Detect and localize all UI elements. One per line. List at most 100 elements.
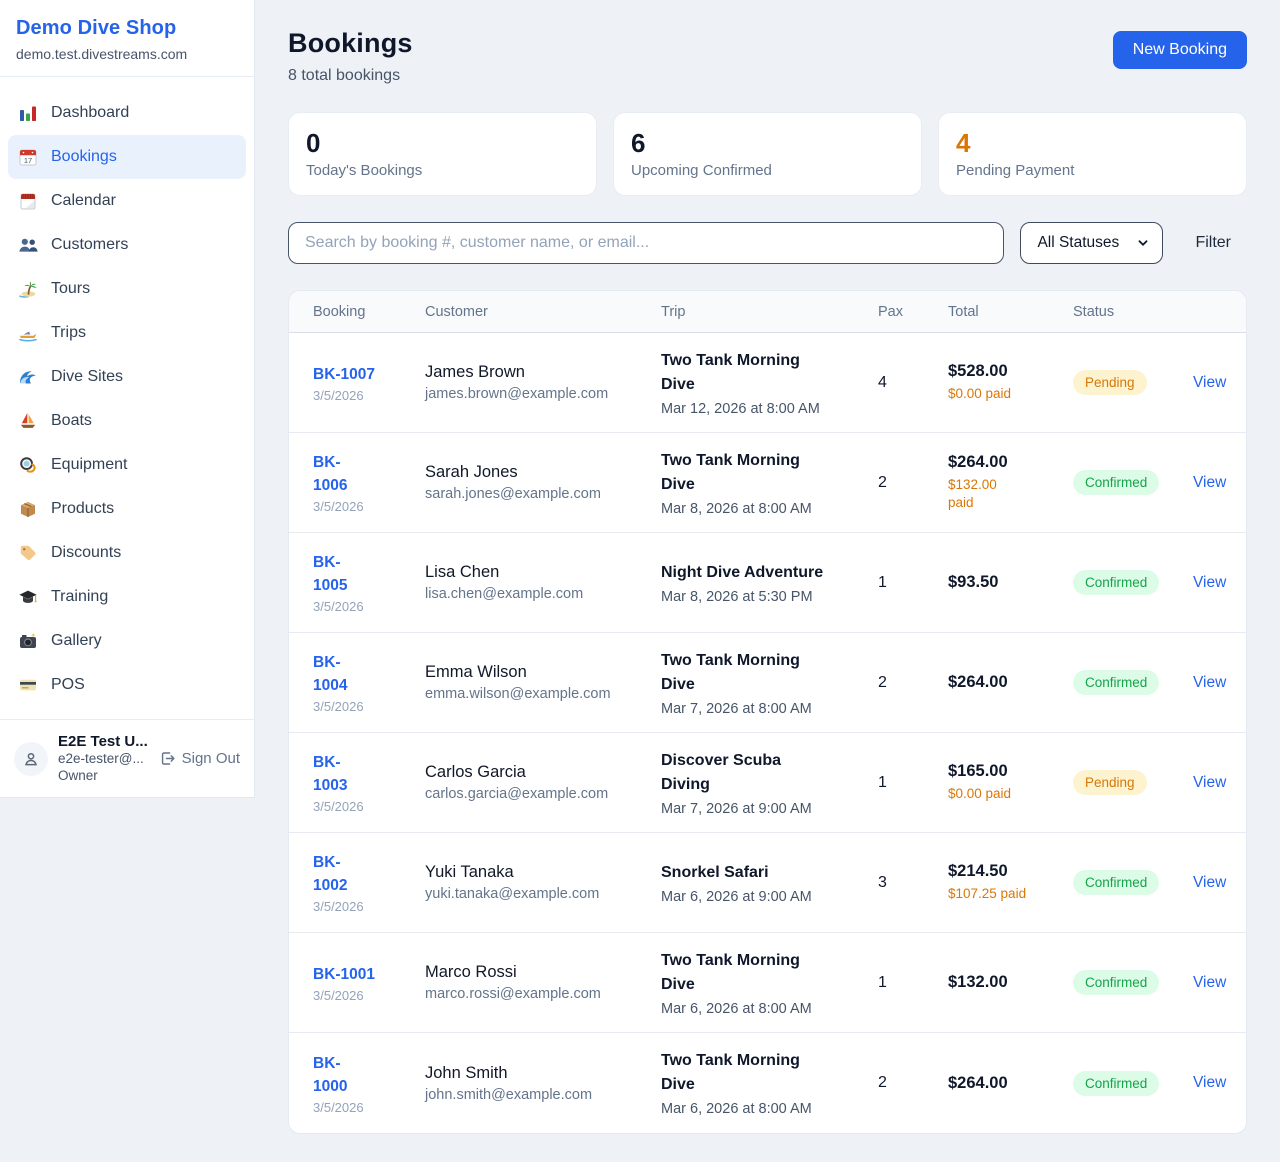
search-input[interactable] xyxy=(288,222,1005,264)
view-link[interactable]: View xyxy=(1193,673,1227,691)
sidebar-item-bookings[interactable]: 17 Bookings xyxy=(8,135,246,179)
customer-name: Yuki Tanaka xyxy=(425,863,514,881)
table-row: BK- 1005 3/5/2026 Lisa Chen lisa.chen@exam… xyxy=(289,533,1246,633)
view-link[interactable]: View xyxy=(1193,573,1227,591)
paid-amount: $132.00 paid xyxy=(948,477,997,510)
booking-id-link[interactable]: BK- 1002 xyxy=(313,854,348,894)
people-icon xyxy=(18,235,38,255)
sidebar-item-dive-sites[interactable]: Dive Sites xyxy=(8,355,246,399)
user-email: e2e-tester@... xyxy=(58,751,144,766)
user-role: Owner xyxy=(58,768,98,783)
island-icon xyxy=(18,279,38,299)
sidebar-item-label: Training xyxy=(51,588,109,605)
column-header-customer: Customer xyxy=(425,303,488,320)
trip-name: Two Tank Morning Dive xyxy=(661,351,800,393)
customer-email: lisa.chen@example.com xyxy=(425,586,584,602)
total-amount: $264.00 xyxy=(948,453,1008,471)
page-header: Bookings 8 total bookings New Booking xyxy=(288,28,1247,85)
total-amount: $264.00 xyxy=(948,673,1008,691)
svg-text:17: 17 xyxy=(24,156,32,165)
trip-name: Discover Scuba Diving xyxy=(661,751,782,793)
pax-count: 2 xyxy=(878,473,887,491)
booking-date: 3/5/2026 xyxy=(313,599,364,614)
total-amount: $93.50 xyxy=(948,573,999,591)
trip-datetime: Mar 6, 2026 at 8:00 AM xyxy=(661,1101,812,1117)
diving-mask-icon xyxy=(18,455,38,475)
table-row: BK- 1002 3/5/2026 Yuki Tanaka yuki.tanaka@… xyxy=(289,833,1246,933)
page-title: Bookings xyxy=(288,28,413,58)
sidebar-item-training[interactable]: Training xyxy=(8,575,246,619)
booking-id-link[interactable]: BK- 1000 xyxy=(313,1054,348,1095)
view-link[interactable]: View xyxy=(1193,973,1227,991)
booking-id-link[interactable]: BK- 1004 xyxy=(313,654,348,694)
table-row: BK-1007 3/5/2026 James Brown james.brown@e… xyxy=(289,333,1246,433)
view-link[interactable]: View xyxy=(1193,373,1227,391)
sidebar-item-label: Customers xyxy=(51,236,129,253)
column-header-booking: Booking xyxy=(313,303,366,320)
total-amount: $132.00 xyxy=(948,973,1008,991)
booking-id-link[interactable]: BK- 1006 xyxy=(313,454,348,494)
package-icon xyxy=(18,499,38,519)
sidebar-item-trips[interactable]: Trips xyxy=(8,311,246,355)
sidebar-item-customers[interactable]: Customers xyxy=(8,223,246,267)
logout-icon xyxy=(161,752,175,765)
brand-domain: demo.test.divestreams.com xyxy=(16,46,188,62)
new-booking-button[interactable]: New Booking xyxy=(1112,31,1247,69)
sidebar-item-calendar[interactable]: Calendar xyxy=(8,179,246,223)
sidebar-item-label: Gallery xyxy=(51,632,102,649)
sidebar-item-equipment[interactable]: Equipment xyxy=(8,443,246,487)
total-amount: $165.00 xyxy=(948,762,1008,780)
view-link[interactable]: View xyxy=(1193,873,1227,891)
trip-name: Two Tank Morning Dive xyxy=(661,1052,800,1093)
sidebar-item-discounts[interactable]: Discounts xyxy=(8,531,246,575)
sidebar-item-boats[interactable]: Boats xyxy=(8,399,246,443)
sidebar: Demo Dive Shop demo.test.divestreams.com… xyxy=(0,0,255,798)
person-icon xyxy=(25,752,37,765)
sign-out-button[interactable]: Sign Out xyxy=(159,750,240,767)
status-filter-select[interactable]: All Statuses xyxy=(1020,222,1164,264)
customer-email: yuki.tanaka@example.com xyxy=(425,886,600,902)
paid-amount: $107.25 paid xyxy=(948,886,1027,901)
customer-name: Carlos Garcia xyxy=(425,763,526,781)
view-link[interactable]: View xyxy=(1193,1074,1227,1091)
trip-name: Night Dive Adventure xyxy=(661,563,824,581)
bookings-table: Booking Customer Trip Pax Total Status B… xyxy=(288,290,1247,1134)
user-info: E2E Test U... e2e-tester@... Owner xyxy=(58,733,149,784)
column-header-status: Status xyxy=(1073,303,1115,320)
paid-amount: $0.00 paid xyxy=(948,386,1012,401)
view-link[interactable]: View xyxy=(1193,473,1227,491)
sidebar-item-gallery[interactable]: Gallery xyxy=(8,619,246,663)
brand-block: Demo Dive Shop demo.test.divestreams.com xyxy=(0,0,254,77)
sidebar-item-products[interactable]: Products xyxy=(8,487,246,531)
view-link[interactable]: View xyxy=(1193,773,1227,791)
filter-button[interactable]: Filter xyxy=(1179,234,1247,252)
sidebar-item-tours[interactable]: Tours xyxy=(8,267,246,311)
booking-date: 3/5/2026 xyxy=(313,387,364,403)
table-row: BK- 1004 3/5/2026 Emma Wilson emma.wilson@… xyxy=(289,633,1246,733)
status-badge: Confirmed xyxy=(1073,570,1160,595)
chevron-down-icon xyxy=(1139,240,1148,246)
pax-count: 2 xyxy=(878,1074,887,1091)
speedboat-icon xyxy=(18,323,38,343)
booking-id-link[interactable]: BK- 1003 xyxy=(313,754,348,794)
paid-amount: $0.00 paid xyxy=(948,786,1012,801)
customer-name: Sarah Jones xyxy=(425,463,518,481)
sidebar-item-label: Boats xyxy=(51,412,92,429)
sidebar-item-pos[interactable]: POS xyxy=(8,663,246,707)
customer-name: James Brown xyxy=(425,363,525,381)
customer-name: Emma Wilson xyxy=(425,663,527,681)
sidebar-nav: Dashboard 17 Bookings Calendar Customers… xyxy=(0,77,254,719)
booking-id-link[interactable]: BK-1001 xyxy=(313,965,376,983)
booking-id-link[interactable]: BK-1007 xyxy=(313,365,376,383)
customer-name: Marco Rossi xyxy=(425,963,517,981)
status-select-value: All Statuses xyxy=(1037,234,1120,251)
booking-id-link[interactable]: BK- 1005 xyxy=(313,554,348,594)
sidebar-item-label: Dive Sites xyxy=(51,368,124,385)
pax-count: 1 xyxy=(878,573,887,591)
sidebar-item-dashboard[interactable]: Dashboard xyxy=(8,91,246,135)
sailboat-icon xyxy=(18,411,38,431)
sidebar-item-label: Bookings xyxy=(51,148,117,165)
status-badge: Confirmed xyxy=(1073,870,1160,895)
status-badge: Pending xyxy=(1073,370,1147,395)
pax-count: 2 xyxy=(878,673,887,691)
